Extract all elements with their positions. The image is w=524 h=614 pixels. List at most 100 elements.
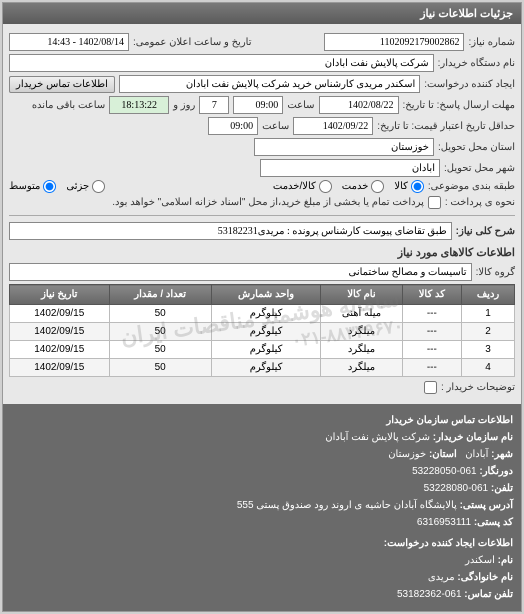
table-cell: 1402/09/15: [10, 341, 110, 359]
table-cell: 50: [109, 341, 211, 359]
table-row: 2---میلگردکیلوگرم501402/09/15: [10, 323, 515, 341]
table-header: کد کالا: [402, 285, 461, 305]
table-row: 3---میلگردکیلوگرم501402/09/15: [10, 341, 515, 359]
c-postal: 6316953111: [417, 517, 471, 528]
contact-heading: اطلاعات تماس سازمان خریدار: [11, 412, 513, 429]
c-addr-label: آدرس پستی:: [460, 500, 513, 511]
hours-label: ساعت باقی مانده: [32, 100, 105, 111]
panel-body: شماره نیاز: تاریخ و ساعت اعلان عمومی: نا…: [3, 24, 521, 404]
req-no-input[interactable]: [324, 33, 464, 51]
announce-label: تاریخ و ساعت اعلان عمومی:: [133, 37, 252, 48]
group-input[interactable]: [9, 263, 472, 281]
table-cell: میلگرد: [321, 323, 402, 341]
hours-remain-input: [109, 96, 169, 114]
goods-table: ردیفکد کالانام کالاواحد شمارشتعداد / مقد…: [9, 284, 515, 377]
table-cell: 1402/09/15: [10, 323, 110, 341]
pay-note: پرداخت تمام یا بخشی از مبلغ خرید،از محل …: [112, 197, 424, 208]
c-addr: پالایشگاه آبادان حاشیه ی اروند رود صندوق…: [237, 500, 457, 511]
c-prov: خوزستان: [388, 449, 426, 460]
deadline-time-input[interactable]: [233, 96, 283, 114]
table-cell: میله آهنی: [321, 305, 402, 323]
table-cell: کیلوگرم: [211, 305, 321, 323]
table-cell: کیلوگرم: [211, 323, 321, 341]
radio-partial[interactable]: جزئی: [66, 180, 105, 193]
table-cell: 4: [462, 359, 515, 377]
days-label: روز و: [173, 100, 195, 111]
radio-full[interactable]: متوسط: [9, 180, 56, 193]
buyer-notes-label: توضیحات خریدار :: [441, 382, 515, 393]
requester-label: ایجاد کننده درخواست:: [424, 79, 515, 90]
validity-label: حداقل تاریخ اعتبار قیمت: تا تاریخ:: [377, 121, 515, 132]
table-wrapper: ردیفکد کالانام کالاواحد شمارشتعداد / مقد…: [9, 284, 515, 377]
table-cell: 1402/09/15: [10, 305, 110, 323]
c-org-label: نام سازمان خریدار:: [433, 432, 513, 443]
table-row: 4---میلگردکیلوگرم501402/09/15: [10, 359, 515, 377]
time-label-1: ساعت: [287, 100, 314, 111]
city-label: شهر محل تحویل:: [444, 163, 515, 174]
buyer-notes-checkbox[interactable]: [424, 381, 437, 394]
c-cphone: 061-53182362: [397, 589, 462, 600]
group-label: گروه کالا:: [476, 267, 515, 278]
radio-service[interactable]: خدمت: [342, 180, 385, 193]
deadline-label: مهلت ارسال پاسخ: تا تاریخ:: [403, 100, 515, 111]
pay-checkbox[interactable]: [428, 196, 441, 209]
table-cell: ---: [402, 323, 461, 341]
buyer-contact-btn[interactable]: اطلاعات تماس خریدار: [9, 76, 115, 93]
table-header: تاریخ نیاز: [10, 285, 110, 305]
c-name-label: نام:: [498, 555, 513, 566]
table-cell: 50: [109, 359, 211, 377]
c-prov-label: استان:: [429, 449, 457, 460]
table-header: واحد شمارش: [211, 285, 321, 305]
class-label: طبقه بندی موضوعی:: [428, 181, 515, 192]
creator-heading: اطلاعات ایجاد کننده درخواست:: [11, 535, 513, 552]
panel-title: جزئیات اطلاعات نیاز: [3, 3, 521, 24]
c-family-label: نام خانوادگی:: [457, 572, 513, 583]
c-name: اسکندر: [465, 555, 495, 566]
table-cell: 2: [462, 323, 515, 341]
c-family: مریدی: [428, 572, 455, 583]
buyer-org-input[interactable]: [9, 54, 434, 72]
main-panel: جزئیات اطلاعات نیاز شماره نیاز: تاریخ و …: [2, 2, 522, 612]
table-cell: ---: [402, 305, 461, 323]
announce-input[interactable]: [9, 33, 129, 51]
table-cell: ---: [402, 341, 461, 359]
req-no-label: شماره نیاز:: [468, 37, 515, 48]
province-input[interactable]: [254, 138, 434, 156]
radio-service-input[interactable]: [371, 180, 384, 193]
c-fax: 061-53228050: [412, 466, 477, 477]
radio-goods-service-input[interactable]: [319, 180, 332, 193]
level-radio-group: جزئی متوسط: [9, 180, 105, 193]
c-city-label: شهر:: [491, 449, 513, 460]
c-org: شرکت پالایش نفت آبادان: [325, 432, 430, 443]
table-header: تعداد / مقدار: [109, 285, 211, 305]
contact-box: اطلاعات تماس سازمان خریدار نام سازمان خر…: [3, 404, 521, 611]
time-label-2: ساعت: [262, 121, 289, 132]
pay-label: نحوه ی پرداخت :: [445, 197, 515, 208]
radio-goods-input[interactable]: [411, 180, 424, 193]
table-cell: کیلوگرم: [211, 359, 321, 377]
class-radio-group: کالا خدمت کالا/خدمت: [273, 180, 424, 193]
table-cell: ---: [402, 359, 461, 377]
table-cell: کیلوگرم: [211, 341, 321, 359]
validity-time-input[interactable]: [208, 117, 258, 135]
deadline-date-input[interactable]: [319, 96, 399, 114]
validity-date-input[interactable]: [293, 117, 373, 135]
radio-goods-service[interactable]: کالا/خدمت: [273, 180, 332, 193]
table-cell: میلگرد: [321, 341, 402, 359]
radio-full-input[interactable]: [43, 180, 56, 193]
days-remain-input: [199, 96, 229, 114]
radio-goods[interactable]: کالا: [394, 180, 424, 193]
goods-section-title: اطلاعات کالاهای مورد نیاز: [9, 246, 515, 259]
requester-input[interactable]: [119, 75, 420, 93]
table-cell: 50: [109, 305, 211, 323]
desc-input[interactable]: [9, 222, 452, 240]
table-cell: 1: [462, 305, 515, 323]
c-postal-label: کد پستی:: [474, 517, 513, 528]
c-cphone-label: تلفن تماس:: [464, 589, 513, 600]
province-label: استان محل تحویل:: [438, 142, 515, 153]
c-fax-label: دورنگار:: [479, 466, 513, 477]
city-input[interactable]: [260, 159, 440, 177]
c-phone: 061-53228080: [424, 483, 489, 494]
radio-partial-input[interactable]: [92, 180, 105, 193]
c-city: آبادان: [465, 449, 488, 460]
